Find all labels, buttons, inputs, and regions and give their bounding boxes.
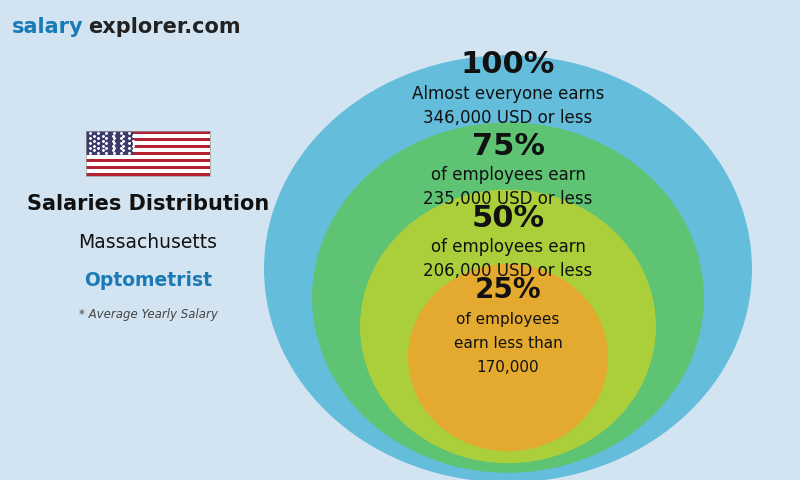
Text: * Average Yearly Salary: * Average Yearly Salary	[78, 308, 218, 321]
Text: salary: salary	[12, 17, 84, 37]
FancyBboxPatch shape	[86, 138, 210, 141]
Text: 235,000 USD or less: 235,000 USD or less	[423, 190, 593, 208]
Text: 50%: 50%	[471, 204, 545, 233]
Text: 170,000: 170,000	[477, 360, 539, 375]
Text: earn less than: earn less than	[454, 336, 562, 351]
FancyBboxPatch shape	[86, 141, 210, 145]
FancyBboxPatch shape	[86, 145, 210, 148]
Text: of employees earn: of employees earn	[430, 166, 586, 184]
FancyBboxPatch shape	[86, 159, 210, 162]
Text: of employees: of employees	[456, 312, 560, 327]
Text: of employees earn: of employees earn	[430, 238, 586, 256]
FancyBboxPatch shape	[86, 148, 210, 152]
Text: Almost everyone earns: Almost everyone earns	[412, 84, 604, 103]
FancyBboxPatch shape	[86, 156, 210, 159]
FancyBboxPatch shape	[86, 152, 210, 156]
Ellipse shape	[264, 55, 752, 480]
FancyBboxPatch shape	[86, 166, 210, 169]
Ellipse shape	[408, 264, 608, 451]
Text: 346,000 USD or less: 346,000 USD or less	[423, 108, 593, 127]
FancyBboxPatch shape	[86, 173, 210, 176]
Text: Salaries Distribution: Salaries Distribution	[27, 194, 269, 214]
FancyBboxPatch shape	[86, 162, 210, 166]
FancyBboxPatch shape	[86, 134, 210, 138]
Text: Massachusetts: Massachusetts	[78, 233, 218, 252]
Text: 75%: 75%	[471, 132, 545, 161]
Ellipse shape	[360, 190, 656, 463]
Text: Optometrist: Optometrist	[84, 271, 212, 290]
FancyBboxPatch shape	[86, 131, 133, 156]
Ellipse shape	[312, 122, 704, 473]
Text: 25%: 25%	[474, 276, 542, 304]
FancyBboxPatch shape	[86, 131, 210, 134]
Text: 100%: 100%	[461, 50, 555, 79]
Text: 206,000 USD or less: 206,000 USD or less	[423, 262, 593, 280]
FancyBboxPatch shape	[86, 169, 210, 173]
Text: explorer.com: explorer.com	[88, 17, 241, 37]
